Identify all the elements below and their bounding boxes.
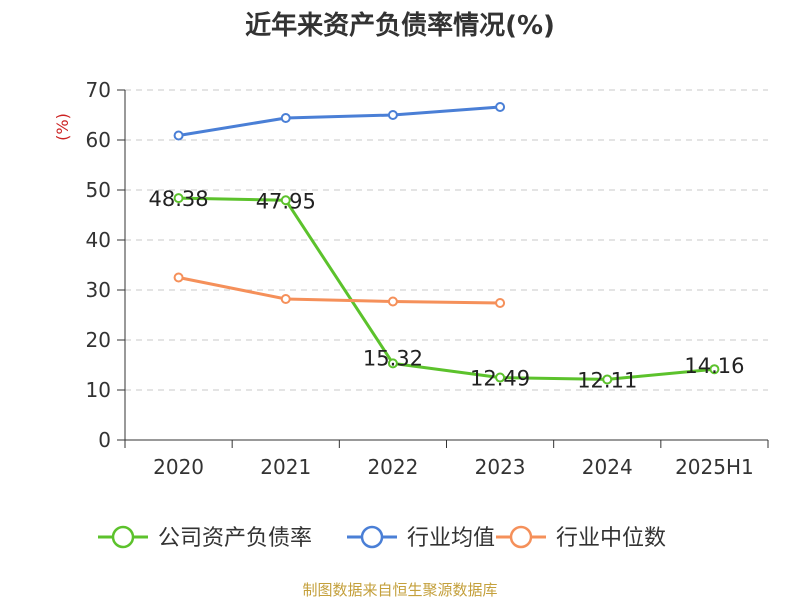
data-point: [173, 193, 184, 204]
series-line-2: [177, 276, 502, 305]
y-tick-label: 20: [86, 328, 111, 352]
data-point: [495, 372, 506, 383]
data-point: [495, 298, 506, 308]
y-tick-label: 30: [86, 278, 111, 302]
data-point: [173, 272, 184, 283]
x-tick-label: 2025H1: [675, 455, 754, 479]
legend-label: 行业中位数: [556, 526, 666, 551]
data-label: 15.32: [363, 346, 423, 370]
legend-marker: [509, 525, 533, 549]
legend-label: 行业均值: [407, 526, 495, 551]
chart-title: 近年来资产负债率情况(%): [245, 10, 555, 41]
y-tick-label: 10: [86, 378, 111, 402]
source-note: 制图数据来自恒生聚源数据库: [302, 581, 497, 599]
x-tick-label: 2020: [153, 455, 204, 479]
y-axis-label: (%): [53, 113, 72, 141]
x-tick-label: 2022: [367, 455, 418, 479]
data-point: [173, 130, 184, 141]
data-point: [387, 110, 398, 120]
data-point: [709, 364, 720, 375]
data-point: [280, 195, 291, 206]
series-line-0: [177, 196, 716, 381]
series: [173, 102, 720, 385]
data-point: [280, 294, 291, 304]
y-tick-label: 70: [86, 78, 111, 102]
data-label: 12.11: [577, 368, 637, 392]
data-label: 48.38: [149, 187, 209, 211]
y-tick-label: 0: [98, 428, 111, 452]
data-label: 47.95: [256, 189, 316, 213]
data-labels: 48.38 47.95 15.32 12.49 12.11 14.16: [149, 187, 745, 392]
legend: 公司资产负债率 行业均值 行业中位数: [98, 525, 666, 551]
data-point: [387, 358, 398, 369]
legend-item: 行业均值: [347, 525, 495, 551]
x-tick-label: 2021: [260, 455, 311, 479]
axes: 0 10 20 30 40 50 60 70 2020 2021 2022 2023 2024 2025H…: [86, 78, 769, 479]
series-line-1: [177, 105, 502, 137]
x-tick-label: 2023: [475, 455, 526, 479]
data-point: [387, 296, 398, 307]
data-point: [280, 113, 291, 123]
data-label: 12.49: [470, 367, 530, 391]
y-tick-label: 40: [86, 228, 111, 252]
x-tick-label: 2024: [582, 455, 633, 479]
legend-item: 公司资产负债率: [98, 525, 312, 551]
legend-item: 行业中位数: [496, 525, 666, 551]
legend-marker: [111, 525, 135, 549]
y-tick-label: 60: [86, 128, 111, 152]
grid-lines: [125, 89, 768, 391]
legend-marker: [360, 525, 384, 549]
y-tick-label: 50: [86, 178, 111, 202]
data-label: 14.16: [684, 354, 744, 378]
data-point: [495, 102, 506, 112]
data-point: [602, 374, 613, 385]
legend-label: 公司资产负债率: [158, 526, 312, 551]
